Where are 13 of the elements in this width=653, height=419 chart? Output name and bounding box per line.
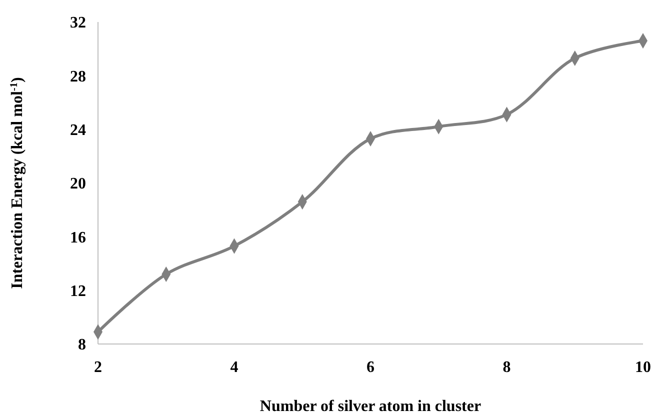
y-tick-label: 28 — [70, 68, 86, 86]
y-tick-label: 16 — [70, 229, 86, 246]
x-tick-label: 2 — [94, 359, 102, 376]
x-tick-label: 10 — [635, 359, 651, 376]
y-tick-label: 32 — [70, 14, 86, 32]
y-tick-label: 8 — [78, 336, 86, 354]
y-tick-label: 12 — [70, 282, 86, 300]
y-tick-label: 20 — [70, 176, 86, 193]
y-tick-label: 24 — [70, 122, 86, 139]
x-tick-label: 6 — [366, 359, 374, 376]
x-tick-label: 8 — [502, 359, 511, 376]
x-tick-label: 4 — [230, 359, 238, 376]
x-axis-title: Number of silver atom in cluster — [260, 398, 482, 415]
